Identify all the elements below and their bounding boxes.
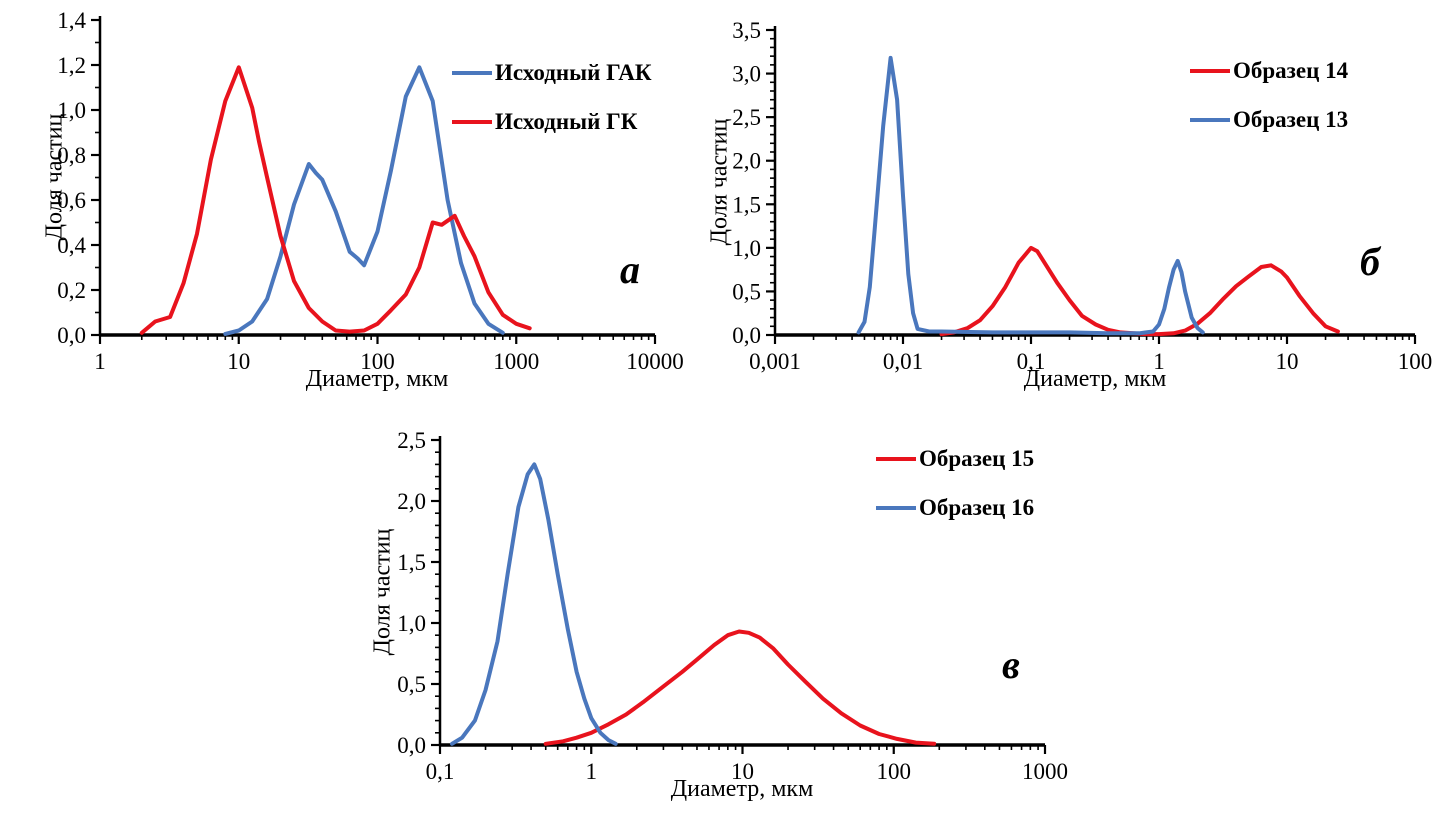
y-tick-label: 3,0 [732, 62, 761, 87]
legend-line-swatch-red [452, 119, 492, 124]
y-axis-title-v: Доля частиц [369, 528, 396, 656]
legend-item: Исходный ГК [452, 109, 652, 134]
series-blue [223, 65, 505, 336]
legend-item: Образец 15 [876, 446, 1034, 471]
x-tick-label: 1000 [1022, 759, 1068, 784]
y-axis-title-b: Доля частиц [706, 118, 733, 246]
panel-letter-a: а [620, 247, 640, 292]
y-axis-title-a: Доля частиц [41, 113, 68, 241]
y-tick-label: 2,5 [732, 105, 761, 130]
x-tick-label: 100 [360, 349, 395, 374]
series-blue [856, 55, 1205, 336]
x-axis-title-a: Диаметр, мкм [305, 366, 449, 392]
legend-label: Образец 15 [919, 446, 1035, 471]
y-tick-label: 0,0 [732, 323, 761, 348]
y-tick-label: 1,2 [57, 53, 86, 78]
y-tick-label: 0,0 [57, 323, 86, 348]
legend-panel-b: Образец 14 Образец 13 [1190, 58, 1348, 133]
x-tick-label: 1000 [493, 349, 539, 374]
x-tick-label: 10 [731, 759, 754, 784]
legend-line-swatch-red [876, 456, 916, 461]
series-blue [450, 462, 618, 746]
y-tick-label: 1,0 [397, 611, 426, 636]
legend-label: Образец 14 [1233, 58, 1349, 83]
x-tick-label: 1 [1153, 349, 1165, 374]
legend-item: Образец 13 [1190, 107, 1348, 132]
legend-panel-v: Образец 15 Образец 16 [876, 446, 1034, 521]
x-tick-label: 0,1 [1017, 349, 1046, 374]
series-red [543, 629, 937, 746]
series-red [939, 245, 1340, 337]
y-tick-label: 1,5 [397, 550, 426, 575]
y-tick-label: 0,6 [57, 188, 86, 213]
x-tick-label: 100 [877, 759, 912, 784]
y-tick-label: 0,2 [57, 278, 86, 303]
legend-label: Исходный ГАК [495, 60, 652, 85]
legend-item: Образец 16 [876, 495, 1034, 520]
legend-label: Образец 16 [919, 495, 1035, 521]
y-tick-label: 2,5 [397, 428, 426, 453]
y-tick-label: 2,0 [397, 489, 426, 514]
y-tick-label: 0,5 [732, 279, 761, 304]
y-tick-label: 0,0 [397, 733, 426, 758]
x-tick-label: 1 [586, 759, 598, 784]
y-tick-label: 0,5 [397, 672, 426, 697]
chart-panel-b: 0,0 0,5 1,0 1,5 2,0 2,5 3,0 3,5 0,001 0,01 0,1 1 10 1… [732, 18, 1432, 374]
legend-line-swatch-blue [876, 505, 916, 510]
y-tick-label: 0,8 [57, 143, 86, 168]
x-tick-label: 1 [94, 349, 106, 374]
y-tick-label: 1,4 [57, 8, 86, 33]
x-tick-label: 0,1 [426, 759, 455, 784]
chart-panel-a: 0,0 0,2 0,4 0,6 0,8 1,0 1,2 1,4 1 10 100 1000 10000 [57, 8, 684, 374]
chart-panel-v: 0,0 0,5 1,0 1,5 2,0 2,5 0,1 1 10 100 1000 [397, 428, 1068, 784]
x-tick-label: 0,01 [883, 349, 923, 374]
legend-item: Исходный ГАК [452, 60, 652, 85]
y-tick-label: 3,5 [732, 18, 761, 43]
x-tick-label: 10 [1276, 349, 1299, 374]
panel-letter-b: б [1360, 239, 1380, 284]
panel-letter-v: в [1002, 642, 1020, 687]
legend-line-swatch-blue [1190, 117, 1230, 122]
legend-label: Образец 13 [1233, 107, 1349, 133]
x-tick-label: 100 [1398, 349, 1433, 374]
y-tick-label: 1,5 [732, 192, 761, 217]
x-axis-title-v: Диаметр, мкм [670, 776, 814, 802]
y-tick-label: 1,0 [57, 98, 86, 123]
x-tick-label: 10 [227, 349, 250, 374]
series-red [139, 65, 532, 335]
legend-label: Исходный ГК [495, 109, 638, 135]
legend-line-swatch-red [1190, 68, 1230, 73]
legend-panel-a: Исходный ГАК Исходный ГК [452, 60, 652, 135]
x-tick-label: 0,001 [749, 349, 801, 374]
y-tick-label: 1,0 [732, 236, 761, 261]
x-tick-label: 10000 [626, 349, 684, 374]
legend-item: Образец 14 [1190, 58, 1348, 83]
y-tick-label: 0,4 [57, 233, 86, 258]
y-tick-label: 2,0 [732, 149, 761, 174]
legend-line-swatch-blue [452, 70, 492, 75]
x-axis-title-b: Диаметр, мкм [1023, 366, 1167, 392]
